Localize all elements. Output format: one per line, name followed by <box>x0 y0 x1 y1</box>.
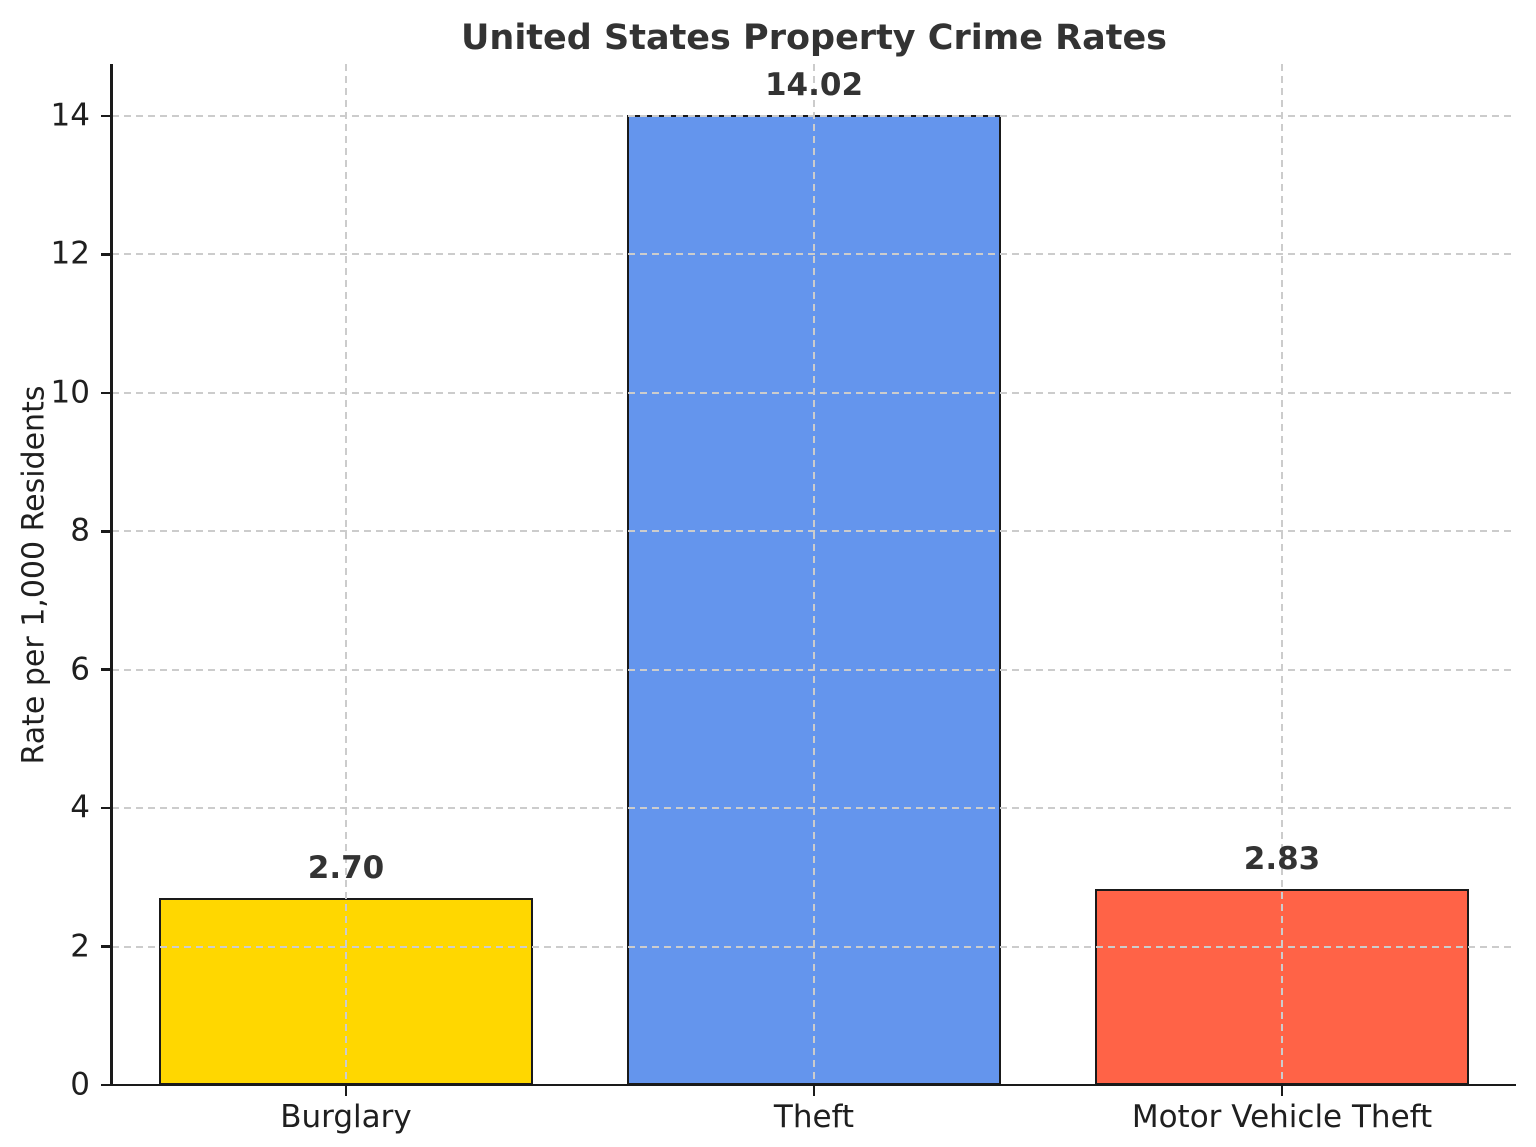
y-tick-label-4: 4 <box>70 789 90 826</box>
y-tick-label-0: 0 <box>70 1066 90 1103</box>
x-tick-mark-motor-vehicle-theft <box>1280 1085 1284 1096</box>
x-tick-mark-theft <box>812 1085 816 1096</box>
x-tick-label-motor-vehicle-theft: Motor Vehicle Theft <box>1131 1099 1433 1135</box>
y-tick-label-6: 6 <box>70 651 90 688</box>
x-tick-label-burglary: Burglary <box>280 1099 412 1135</box>
y-tick-label-14: 14 <box>50 97 90 134</box>
y-tick-mark-0 <box>101 1083 112 1087</box>
y-tick-mark-12 <box>101 253 112 256</box>
y-tick-mark-8 <box>101 530 112 533</box>
value-label-motor-vehicle-theft: 2.83 <box>1243 841 1321 878</box>
x-tick-label-theft: Theft <box>773 1099 855 1135</box>
y-tick-label-8: 8 <box>70 512 90 549</box>
x-tick-mark-burglary <box>344 1085 348 1096</box>
x-gridline-theft <box>813 64 815 1085</box>
value-label-theft: 14.02 <box>764 66 864 103</box>
x-gridline-burglary <box>344 64 347 1085</box>
y-tick-label-12: 12 <box>50 235 90 272</box>
chart-title: United States Property Crime Rates <box>460 18 1168 58</box>
value-label-burglary: 2.70 <box>307 850 385 887</box>
y-tick-mark-6 <box>101 668 112 671</box>
y-tick-label-2: 2 <box>70 928 90 965</box>
y-tick-mark-4 <box>101 806 112 810</box>
plot-area: 0 2 4 6 8 10 12 14 2.70 Burglary 14.02 Theft 2.83 Mot… <box>51 64 1516 1135</box>
x-axis-spine <box>110 1083 1516 1086</box>
y-tick-label-10: 10 <box>50 374 90 411</box>
y-axis-label: Rate per 1,000 Residents <box>16 385 52 765</box>
y-tick-mark-10 <box>101 391 112 395</box>
y-axis-spine <box>110 64 113 1086</box>
y-tick-mark-2 <box>101 945 112 948</box>
y-tick-mark-14 <box>101 114 112 118</box>
x-gridline-motor-vehicle-theft <box>1281 64 1283 1085</box>
